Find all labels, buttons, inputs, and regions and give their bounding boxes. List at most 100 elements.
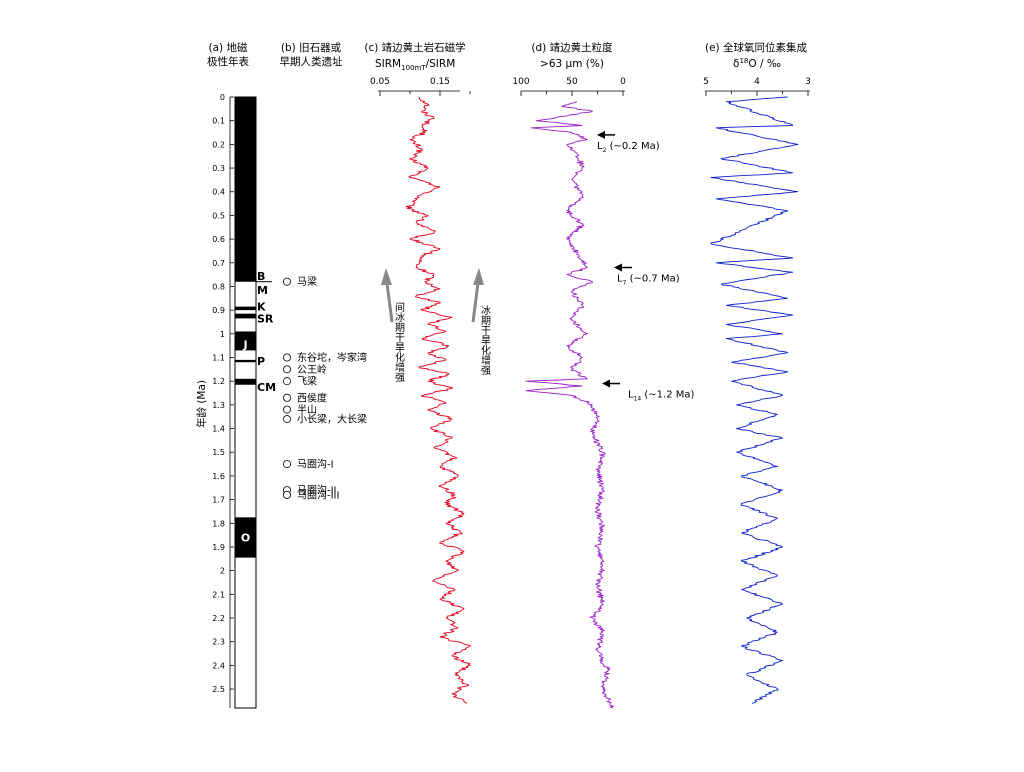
age-tick-label: 1 (220, 330, 225, 339)
header-c-sub: 100mT (401, 64, 426, 72)
site-marker (282, 490, 291, 499)
marker-label: L14 (~1.2 Ma) (628, 390, 695, 403)
marker-label-sub: 14 (634, 396, 642, 403)
site-label: 公王岭 (297, 363, 327, 376)
x-tick-label: 0.05 (370, 77, 390, 87)
polarity-normal-band (235, 378, 256, 385)
age-tick-label: 0.3 (212, 164, 225, 173)
site-marker (282, 460, 291, 469)
marker-label-tail: (~1.2 Ma) (641, 390, 694, 401)
site-label: 马圈沟-II (297, 484, 337, 497)
polarity-label-j: J (242, 338, 247, 351)
markers-d: L2 (~0.2 Ma)L7 (~0.7 Ma)L14 (~1.2 Ma) (597, 130, 695, 403)
polarity-label-sr: SR (257, 312, 274, 325)
marker-label-sub: 2 (603, 147, 607, 154)
age-tick-label: 1.7 (212, 496, 225, 505)
age-axis: 0 0.1 0.2 0.3 0.4 0.5 0.6 0.7 0.8 0.9 1 1.1 1.2 1.3 1.… (212, 93, 234, 708)
header-e: (e) 全球氧同位素集成 δ18O / ‰ (705, 41, 807, 70)
site-label: 西侯度 (297, 391, 327, 404)
header-e-tail: O / ‰ (748, 58, 781, 70)
site-marker (282, 353, 291, 362)
polarity-label-p: P (257, 355, 265, 368)
polarity-normal-band (235, 517, 256, 558)
site-label: 小长梁，大长梁 (297, 413, 367, 426)
age-tick-label: 2.1 (212, 590, 225, 599)
site-marker (282, 415, 291, 424)
arrow-interglacial-head (381, 268, 392, 285)
header-a: (a) 地磁 极性年表 (207, 41, 249, 68)
age-tick-label: 0.7 (212, 259, 225, 268)
arrow-interglacial-label: 间冰期干旱化增强 (393, 301, 405, 383)
polarity-label-o: O (241, 531, 250, 544)
header-b: (b) 旧石器或 早期人类遗址 (280, 42, 343, 68)
polarity-normal-band (235, 331, 256, 351)
age-tick-label: 1.3 (212, 401, 225, 410)
curve-d (525, 101, 615, 709)
arrow-glacial: 冰期干旱化增强 (471, 268, 491, 376)
age-tick-label: 1.1 (212, 354, 225, 363)
x-tick-label: 100 (512, 77, 529, 87)
arrow-glacial-shaft (471, 282, 480, 323)
age-tick-label: 0.2 (212, 140, 225, 149)
header-c-main: SIRM (375, 58, 401, 70)
header-c-tail: /SIRM (426, 58, 456, 70)
polarity-normal-band (235, 306, 256, 311)
marker-label-tail: (~0.2 Ma) (606, 141, 659, 152)
polarity-normal-band (235, 313, 256, 319)
marker-label: L2 (~0.2 Ma) (597, 141, 660, 154)
header-d-line2: >63 μm (%) (540, 58, 604, 70)
header-c-line2: SIRM100mT/SIRM (375, 58, 455, 72)
polarity-normal-band (235, 359, 256, 363)
age-tick-label: 2.3 (212, 638, 225, 647)
polarity-label-b: B (257, 270, 265, 283)
header-c: (c) 靖边黄土岩石磁学 SIRM100mT/SIRM (364, 41, 465, 72)
marker-arrow-head (614, 263, 622, 272)
header-a-line1: (a) 地磁 (209, 41, 248, 54)
age-tick-label: 1.9 (212, 543, 225, 552)
age-tick-label: 2 (220, 567, 225, 576)
header-a-line2: 极性年表 (207, 55, 249, 68)
polarity-normal-band (235, 97, 256, 282)
grain-size-line (525, 101, 615, 709)
age-tick-label: 0.1 (212, 117, 225, 126)
oxygen-isotope-line (710, 96, 799, 704)
age-tick-label: 1.2 (212, 377, 225, 386)
site-marker (282, 377, 291, 386)
header-b-line1: (b) 旧石器或 (281, 42, 342, 54)
age-tick-label: 0.6 (212, 235, 225, 244)
age-tick-label: 2.5 (212, 685, 225, 694)
header-e-line1: (e) 全球氧同位素集成 (705, 41, 807, 54)
age-tick-label: 1.4 (212, 425, 225, 434)
x-tick-label: 5 (703, 77, 709, 87)
arrow-interglacial: 间冰期干旱化增强 (381, 268, 405, 383)
age-tick-label: 2.2 (212, 614, 225, 623)
age-tick-label: 2.4 (212, 661, 225, 670)
site-label: 马圈沟-III (297, 488, 339, 501)
header-e-delta: δ (733, 58, 739, 70)
curve-c (405, 96, 471, 704)
header-c-line1: (c) 靖边黄土岩石磁学 (364, 41, 465, 54)
age-tick-label: 0.5 (212, 211, 225, 220)
x-tick-label: 0 (620, 77, 626, 87)
header-d-line1: (d) 靖边黄土粒度 (531, 41, 613, 54)
age-axis-label: 年龄 (Ma) (195, 380, 208, 428)
age-tick-label: 1.5 (212, 448, 225, 457)
x-tick-label: 3 (805, 77, 811, 87)
marker-label-main: L (597, 141, 603, 152)
age-tick-label: 1.6 (212, 472, 225, 481)
polarity-label-m: M (257, 284, 268, 297)
marker-label-tail: (~0.7 Ma) (626, 274, 679, 285)
marker-arrow-head (602, 379, 610, 388)
site-label: 东谷坨，岑家湾 (297, 351, 367, 364)
site-marker (282, 393, 291, 402)
arrow-glacial-head (473, 268, 484, 285)
age-tick-label: 0 (220, 93, 225, 102)
age-tick-label: 0.9 (212, 306, 225, 315)
age-tick-label: 0.4 (212, 188, 225, 197)
arrow-glacial-label: 冰期干旱化增强 (479, 304, 491, 376)
header-d: (d) 靖边黄土粒度 >63 μm (%) (531, 41, 613, 70)
x-tick-label: 50 (566, 77, 578, 87)
